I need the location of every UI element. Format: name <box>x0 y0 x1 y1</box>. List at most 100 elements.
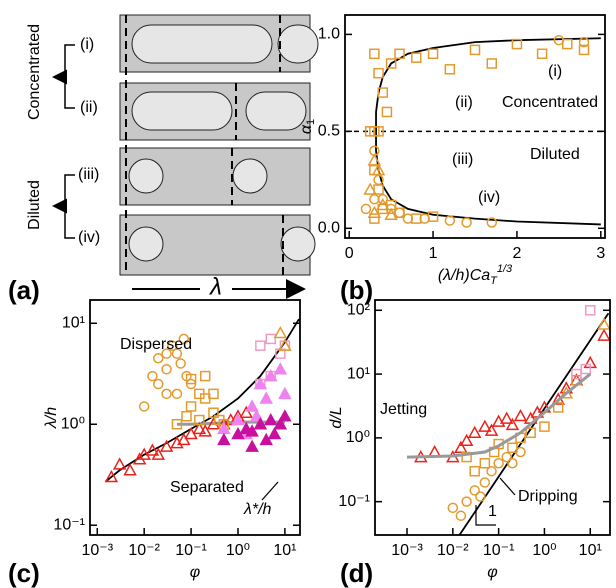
y-tick-label: 10¹ <box>62 314 85 331</box>
y-tick-label: 10⁻¹ <box>338 493 370 510</box>
curve <box>406 372 592 459</box>
annotation: 1 <box>488 503 497 520</box>
x-tick-label: 10⁰ <box>532 542 556 559</box>
point <box>185 373 197 385</box>
case-label: (ii) <box>80 99 98 116</box>
point <box>454 440 468 453</box>
point <box>461 217 472 228</box>
x-tick-label: 2 <box>512 245 521 262</box>
point <box>394 207 405 219</box>
point <box>245 424 259 437</box>
point <box>367 205 382 219</box>
annotation: Diluted <box>530 146 580 163</box>
panel-label: (d) <box>340 558 373 588</box>
plot-frame <box>89 299 301 536</box>
annotation: (i) <box>548 63 562 80</box>
point <box>478 419 492 432</box>
x-tick-label: 10⁻² <box>128 542 160 559</box>
point <box>263 369 278 382</box>
y-tick-label: 10⁰ <box>346 429 370 446</box>
point <box>511 38 523 50</box>
y-axis-label-part: 1 <box>305 119 317 125</box>
point <box>562 38 573 50</box>
point <box>265 333 277 345</box>
point <box>278 386 292 400</box>
point <box>597 328 610 341</box>
point <box>175 358 186 369</box>
panel-label: (a) <box>8 275 40 305</box>
case-label: (iii) <box>78 166 99 183</box>
point <box>499 411 514 424</box>
x-tick-label: 10⁻³ <box>81 542 113 559</box>
point <box>377 87 388 98</box>
group-label: Concentrated <box>26 24 43 120</box>
y-axis-label: λ/h <box>43 407 60 429</box>
point <box>245 399 259 412</box>
x-tick-label: 1 <box>429 245 438 262</box>
point <box>199 370 211 382</box>
point <box>369 213 380 224</box>
annotation: λ*/h <box>243 501 272 518</box>
point <box>167 340 178 351</box>
point <box>178 333 190 345</box>
point <box>208 407 219 418</box>
point <box>255 340 266 351</box>
x-axis-label: (λ/h)CaT1/3 <box>438 263 513 287</box>
annotation: Separated <box>170 479 244 496</box>
point <box>381 106 393 118</box>
point <box>444 215 456 226</box>
point <box>373 126 384 137</box>
plot-frame <box>344 14 606 239</box>
point <box>507 457 518 469</box>
point <box>469 465 480 477</box>
point <box>171 388 183 400</box>
x-axis-label: φ <box>487 564 497 581</box>
point <box>367 153 382 166</box>
point <box>231 413 245 426</box>
chart: 0 1 2 30.00.51.0(λ/h)CaT1/3α1(i)(ii) Concent… <box>298 14 606 305</box>
point <box>385 58 397 69</box>
point <box>455 510 467 522</box>
point <box>208 388 219 400</box>
point <box>525 427 536 439</box>
y-axis-label-part: d/L <box>328 406 345 428</box>
plot-area <box>406 305 610 535</box>
annotation: (ii) <box>455 94 473 111</box>
point <box>491 414 506 427</box>
point <box>123 463 137 476</box>
point <box>402 213 414 224</box>
point <box>198 424 212 437</box>
point <box>427 48 439 60</box>
point <box>263 413 278 426</box>
point <box>394 48 405 60</box>
x-axis-label: φ <box>190 564 200 581</box>
y-tick-label: 1.0 <box>318 26 340 43</box>
curve <box>458 312 610 535</box>
point <box>513 408 528 422</box>
point <box>469 44 481 56</box>
point <box>539 421 550 432</box>
point <box>153 378 164 390</box>
point <box>578 44 590 56</box>
micrographs <box>119 14 319 276</box>
annotation: Dripping <box>518 488 578 505</box>
point <box>161 388 172 400</box>
length-symbol: λ <box>208 273 222 300</box>
leader <box>499 477 516 496</box>
point <box>145 443 160 456</box>
point <box>493 457 504 469</box>
point <box>447 502 459 514</box>
point <box>411 52 422 63</box>
x-tick-label: 10⁰ <box>226 542 250 559</box>
point <box>153 353 164 364</box>
point <box>185 401 197 412</box>
annotation: Concentrated <box>502 94 598 111</box>
point <box>552 402 564 413</box>
x-tick-label: 3 <box>596 245 605 262</box>
point <box>249 409 264 422</box>
y-tick-label: 10¹ <box>347 365 370 382</box>
y-axis-label: d/L <box>328 406 345 428</box>
point <box>273 362 288 375</box>
x-tick-label: 10⁻¹ <box>175 542 207 559</box>
